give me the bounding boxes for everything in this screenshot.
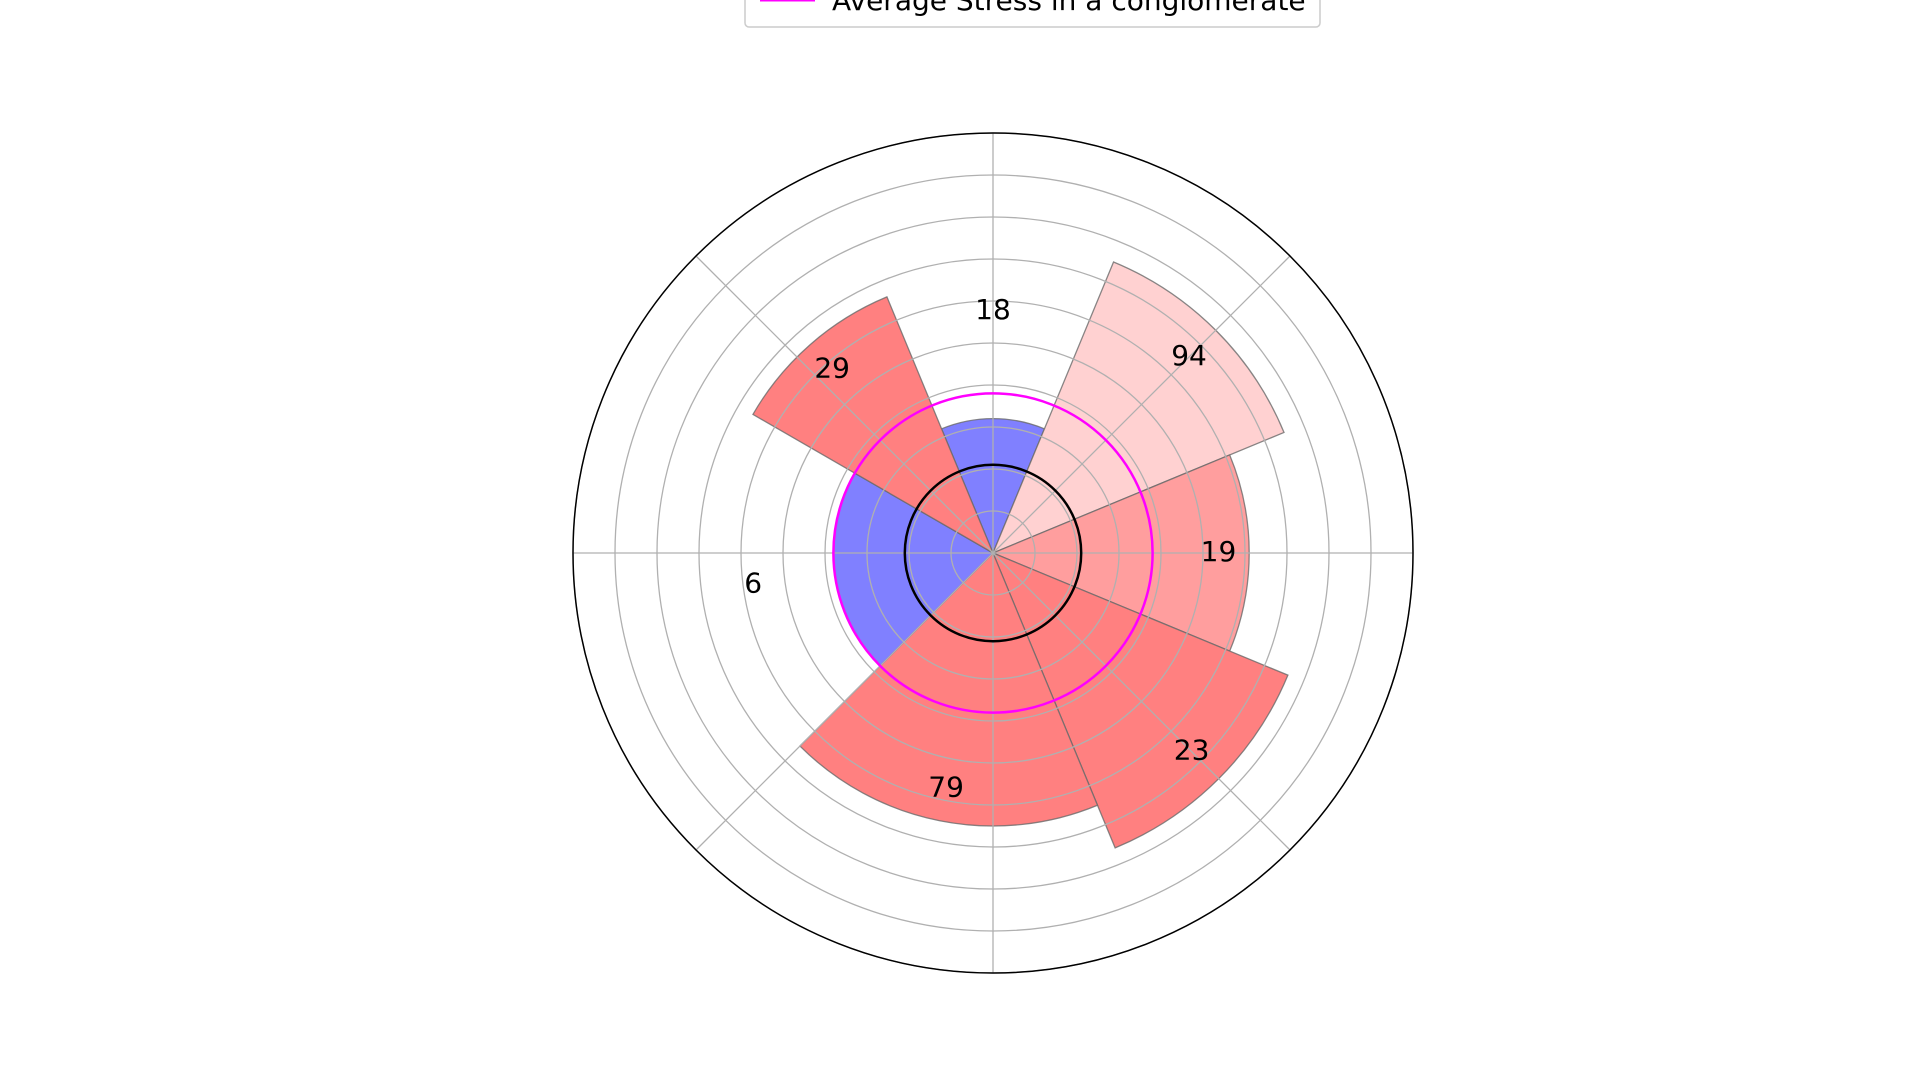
bar-label-0: 18 [975,293,1011,326]
legend: Average Stress in a conglomerate [744,0,1321,28]
polar-plot-area: 18 94 19 23 79 6 29 [572,132,1414,974]
polar-frame [572,132,1414,974]
grid-spoke-3 [695,255,994,554]
reference-circle-black-reference [903,463,1083,643]
grid-spoke-1 [992,255,1291,554]
bar-label-2: 19 [1201,535,1237,568]
legend-label-average-stress: Average Stress in a conglomerate [832,0,1306,17]
bar-label-5: 6 [744,567,762,600]
bar-label-4: 79 [928,771,964,804]
grid-spoke-7 [992,552,1291,851]
bar-label-3: 23 [1174,734,1210,767]
bar-label-1: 94 [1171,339,1207,372]
legend-box [744,0,1321,28]
grid-spoke-5 [695,552,994,851]
reference-circle-average-stress [832,392,1154,714]
bar-label-6: 29 [814,352,850,385]
bar-wedge-4 [799,551,1099,827]
